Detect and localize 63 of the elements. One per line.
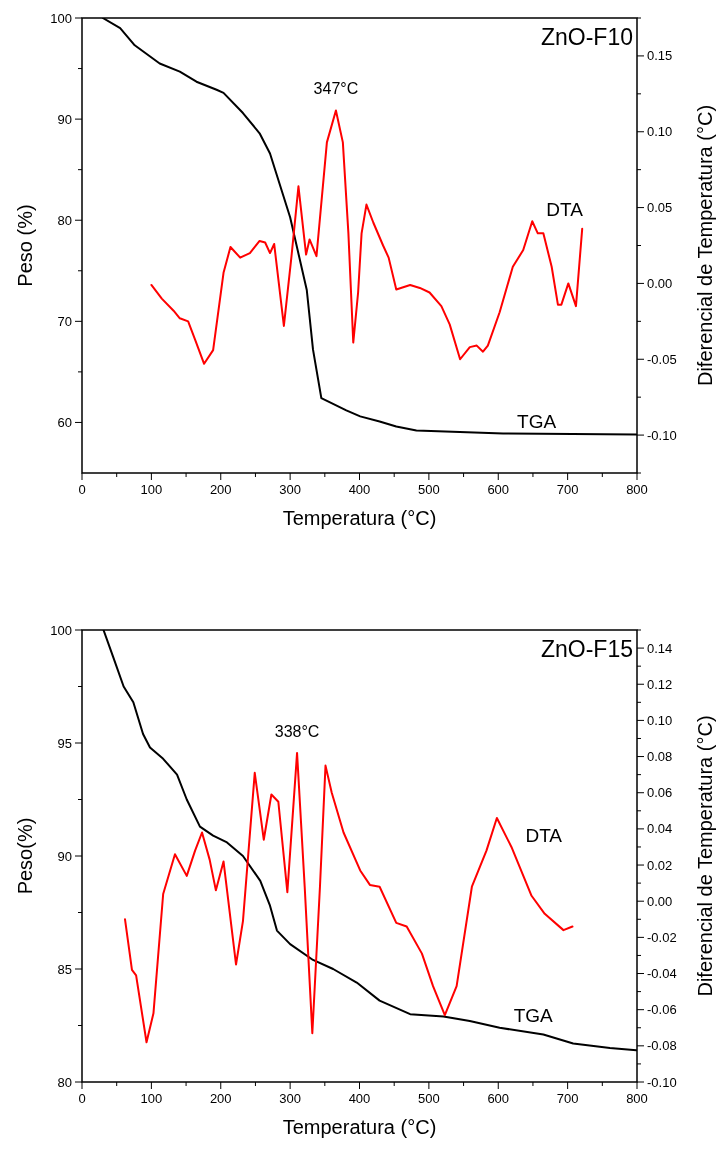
- x-tick-label: 800: [626, 1091, 648, 1106]
- y2-tick-label: 0.00: [647, 893, 673, 909]
- series-label: DTA: [546, 198, 584, 220]
- line-series: [150, 109, 584, 365]
- y2-tick-label: 0.00: [647, 275, 673, 291]
- x-tick-label: 500: [418, 482, 440, 497]
- y2-tick-label: -0.02: [647, 929, 677, 945]
- x-tick-label: 600: [487, 1091, 510, 1106]
- y-axis-title: Peso (%): [14, 204, 36, 287]
- y2-tick-label: 0.12: [647, 676, 673, 692]
- y2-tick-label: -0.06: [647, 1002, 677, 1018]
- y-axis-title: Peso(%): [14, 817, 36, 895]
- annotation: 347°C: [313, 80, 359, 98]
- x-axis-title: Temperatura (°C): [282, 507, 437, 529]
- series-label: TGA: [513, 1005, 554, 1027]
- x-tick-label: 400: [348, 1091, 371, 1106]
- y-tick-label: 90: [57, 111, 72, 127]
- y2-tick-label: 0.14: [647, 640, 673, 656]
- y2-tick-label: -0.04: [647, 966, 677, 982]
- x-tick-label: 600: [487, 482, 510, 497]
- x-tick-label: 400: [348, 482, 371, 497]
- y-tick-label: 85: [57, 961, 72, 977]
- y2-tick-label: -0.10: [647, 1074, 677, 1090]
- x-tick-label: 700: [556, 1091, 579, 1106]
- y2-tick-label: -0.10: [647, 427, 677, 443]
- y-tick-label: 80: [57, 212, 72, 228]
- y2-tick-label: 0.15: [647, 48, 673, 64]
- y2-tick-label: 0.06: [647, 785, 673, 801]
- x-axis-title: Temperatura (°C): [282, 1116, 437, 1138]
- series-label: TGA: [517, 411, 557, 433]
- y-tick-label: 60: [57, 414, 72, 430]
- y-tick-label: 100: [50, 622, 72, 638]
- line-series: [124, 751, 574, 1044]
- x-tick-label: 0: [78, 1091, 86, 1106]
- y2-tick-label: 0.08: [647, 749, 673, 765]
- y-tick-label: 80: [57, 1074, 72, 1090]
- x-tick-label: 200: [209, 1091, 232, 1106]
- y-tick-label: 95: [57, 735, 72, 751]
- y2-axis-title: Diferencial de Temperatura (°C): [694, 104, 716, 387]
- y2-axis-title: Diferencial de Temperatura (°C): [694, 715, 716, 997]
- y2-tick-label: -0.08: [647, 1038, 677, 1054]
- y2-tick-label: -0.05: [647, 351, 677, 367]
- x-tick-label: 300: [279, 1091, 301, 1106]
- x-tick-label: 300: [279, 482, 301, 497]
- y2-tick-label: 0.10: [647, 124, 673, 140]
- x-tick-label: 200: [209, 482, 232, 497]
- annotation: 338°C: [274, 722, 320, 740]
- x-tick-label: 100: [140, 482, 163, 497]
- x-tick-label: 0: [78, 482, 86, 497]
- y-tick-label: 100: [50, 10, 72, 26]
- x-tick-label: 700: [556, 482, 579, 497]
- y-tick-label: 90: [57, 848, 72, 864]
- chart-title: ZnO-F10: [540, 24, 633, 50]
- y-tick-label: 70: [57, 313, 72, 329]
- x-tick-label: 100: [140, 1091, 163, 1106]
- chart-title: ZnO-F15: [540, 636, 633, 662]
- y2-tick-label: 0.02: [647, 857, 673, 873]
- x-tick-label: 500: [418, 1091, 440, 1106]
- x-tick-label: 800: [626, 482, 648, 497]
- y2-tick-label: 0.10: [647, 712, 673, 728]
- y2-tick-label: 0.04: [647, 821, 673, 837]
- series-label: DTA: [525, 824, 563, 846]
- y2-tick-label: 0.05: [647, 200, 673, 216]
